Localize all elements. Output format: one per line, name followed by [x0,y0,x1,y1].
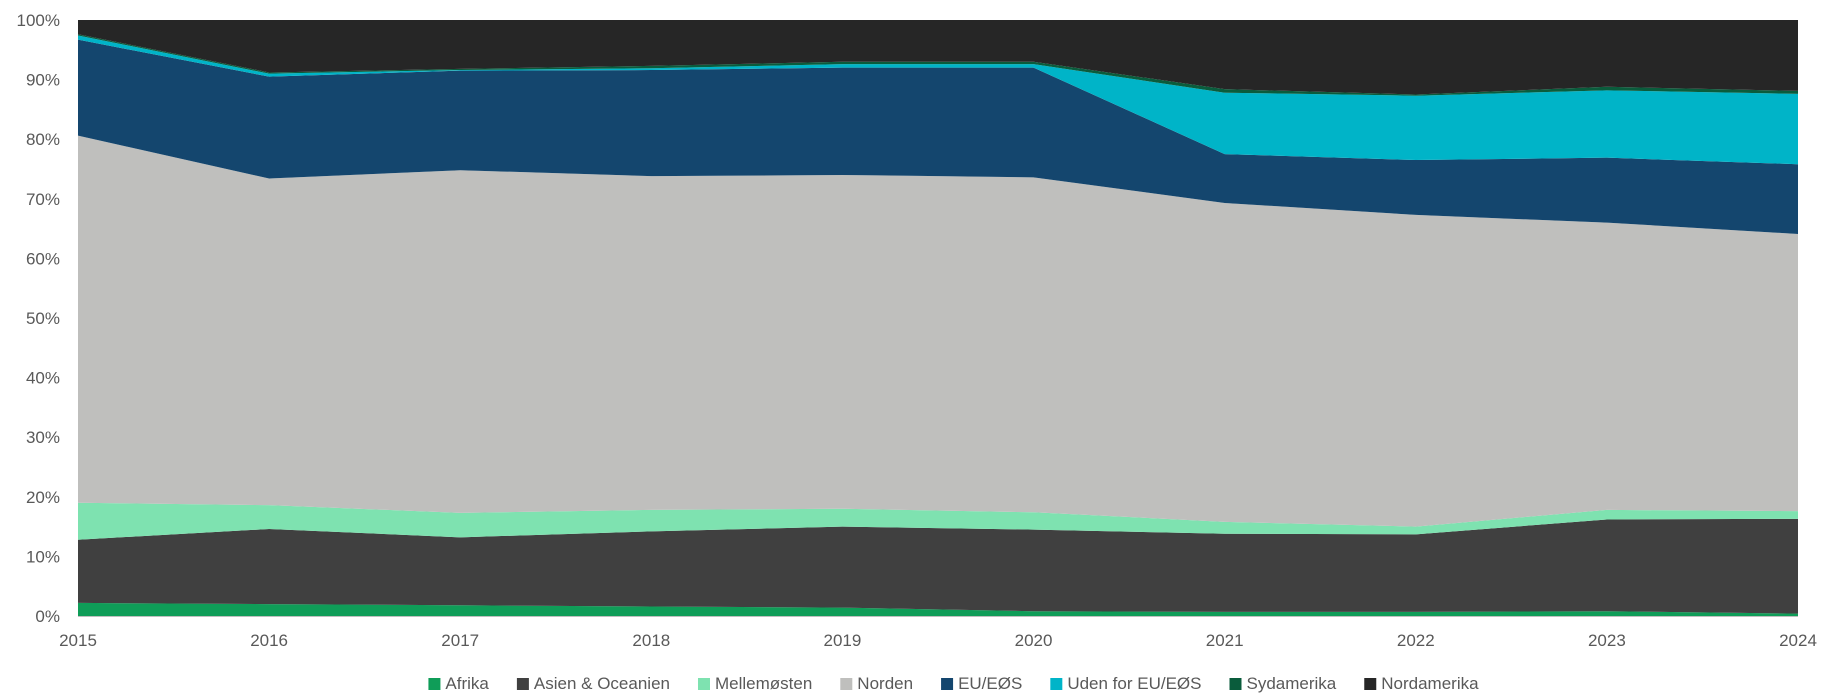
legend-label: Uden for EU/EØS [1067,674,1201,693]
y-tick-label: 20% [26,488,60,507]
x-tick-label: 2022 [1397,631,1435,650]
y-tick-label: 60% [26,249,60,268]
legend-swatch [1364,678,1377,690]
x-tick-label: 2019 [824,631,862,650]
legend-item: Nordamerika [1364,674,1479,693]
y-tick-label: 10% [26,547,60,566]
legend-item: Sydamerika [1229,674,1337,693]
area-afrika [78,602,1798,616]
y-tick-label: 50% [26,309,60,328]
legend-label: Asien & Oceanien [534,674,670,693]
legend-label: Nordamerika [1381,674,1479,693]
y-tick-label: 70% [26,190,60,209]
y-tick-label: 40% [26,369,60,388]
area-norden [78,135,1798,527]
area-asien-oceanien [78,518,1798,614]
x-tick-label: 2023 [1588,631,1626,650]
y-tick-label: 0% [35,607,60,626]
area-series-group [78,20,1798,616]
x-tick-label: 2018 [632,631,670,650]
legend-item: Norden [840,674,913,693]
legend-swatch [1229,678,1242,690]
area-uden-for-eu-eøs [78,35,1798,165]
x-tick-label: 2021 [1206,631,1244,650]
legend-item: EU/EØS [941,674,1022,693]
legend-swatch [428,678,441,690]
area-mellemøsten [78,502,1798,540]
y-tick-label: 90% [26,71,60,90]
area-sydamerika [78,34,1798,96]
legend-label: Norden [857,674,913,693]
legend-item: Mellemøsten [697,674,812,693]
legend-swatch [1050,678,1063,690]
legend-swatch [941,678,954,690]
y-tick-label: 30% [26,428,60,447]
legend-swatch [516,678,529,690]
x-tick-label: 2016 [250,631,288,650]
x-tick-label: 2017 [441,631,479,650]
legend-swatch [697,678,710,690]
legend-label: Sydamerika [1246,674,1336,693]
x-tick-label: 2020 [1015,631,1053,650]
y-axis-tick-labels: 0% 10% 20% 30% 40% 50% 60% 70% 80% 90% 100% [17,11,60,626]
area-nordamerika [78,20,1798,95]
legend-item: Afrika [428,674,489,693]
legend-label: Mellemøsten [715,674,812,693]
legend-item: Asien & Oceanien [516,674,670,693]
area-eu-eøs [78,39,1798,234]
x-axis-tick-labels: 2015 2016 2017 2018 2019 2020 2021 2022 2023 2024 [59,631,1817,650]
x-tick-label: 2015 [59,631,97,650]
y-tick-label: 100% [17,11,60,30]
legend: Afrika Asien & Oceanien Mellemøsten Norden E… [428,674,1479,693]
legend-item: Uden for EU/EØS [1050,674,1201,693]
y-tick-label: 80% [26,130,60,149]
x-tick-label: 2024 [1779,631,1817,650]
legend-swatch [840,678,853,690]
legend-label: Afrika [445,674,489,693]
legend-label: EU/EØS [958,674,1022,693]
